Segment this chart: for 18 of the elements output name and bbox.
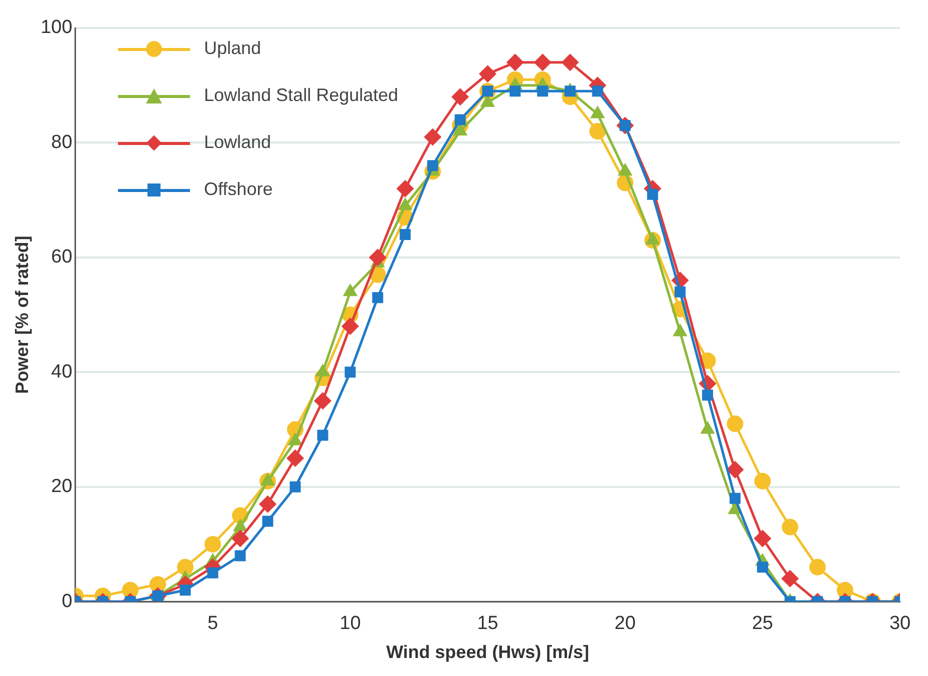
x-axis-title: Wind speed (Hws) [m/s] [386, 642, 590, 662]
y-axis-title: Power [% of rated] [12, 236, 32, 394]
legend-label: Lowland [204, 132, 272, 153]
x-tick-label: 30 [889, 613, 911, 634]
legend-label: Offshore [204, 179, 273, 200]
y-tick-label: 0 [62, 590, 72, 612]
legend-label: Upland [204, 38, 262, 59]
legend-label: Lowland Stall Regulated [204, 85, 398, 106]
y-tick-label: 60 [51, 246, 72, 268]
x-tick-label: 25 [752, 613, 774, 634]
y-tick-label: 80 [51, 132, 72, 153]
x-tick-label: 5 [207, 613, 218, 634]
y-tick-label: 20 [51, 476, 72, 498]
x-tick-label: 15 [477, 613, 498, 634]
y-tick-label: 100 [40, 17, 72, 38]
x-tick-label: 10 [340, 613, 361, 634]
y-tick-label: 40 [51, 361, 72, 382]
x-tick-label: 20 [614, 613, 636, 634]
